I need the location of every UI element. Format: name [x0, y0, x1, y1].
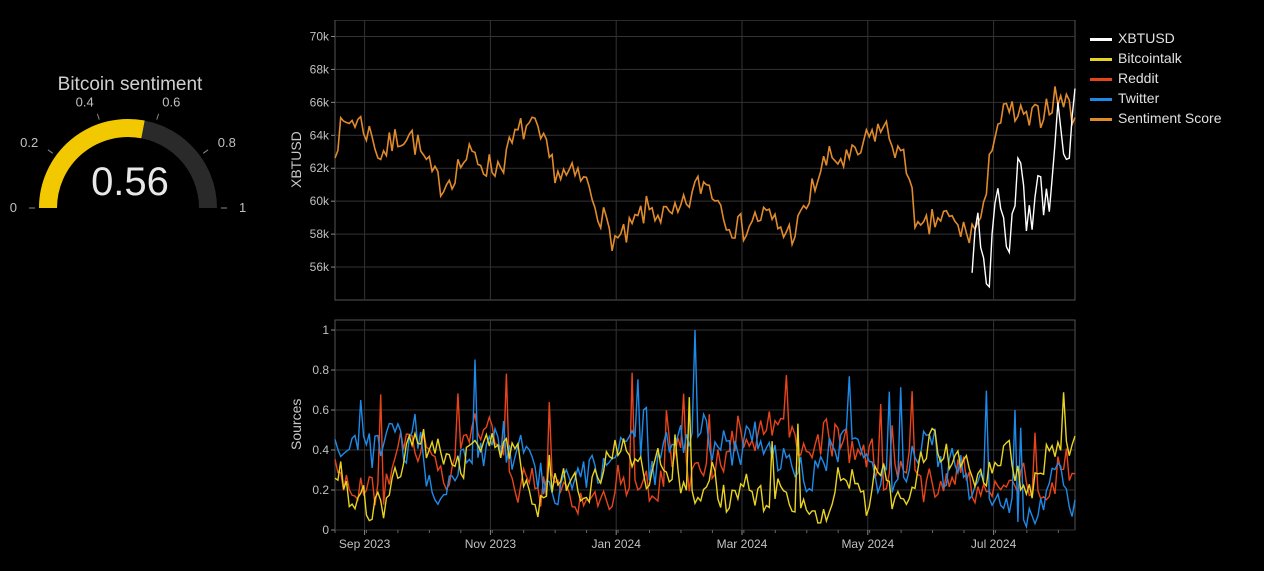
legend-label: Reddit: [1118, 70, 1158, 86]
svg-text:Mar 2024: Mar 2024: [717, 537, 768, 551]
svg-text:0.8: 0.8: [312, 363, 329, 377]
legend-item-xbtusd: XBTUSD: [1090, 30, 1175, 46]
legend-swatch: [1090, 98, 1112, 101]
svg-text:64k: 64k: [310, 128, 330, 142]
svg-text:62k: 62k: [310, 161, 330, 175]
svg-text:68k: 68k: [310, 62, 330, 76]
svg-text:58k: 58k: [310, 227, 330, 241]
svg-text:60k: 60k: [310, 194, 330, 208]
svg-text:Nov 2023: Nov 2023: [465, 537, 517, 551]
legend-label: Bitcointalk: [1118, 50, 1182, 66]
legend-label: Sentiment Score: [1118, 110, 1222, 126]
legend-swatch: [1090, 38, 1112, 41]
svg-text:66k: 66k: [310, 95, 330, 109]
legend-item-reddit: Reddit: [1090, 70, 1158, 86]
svg-text:Jul 2024: Jul 2024: [971, 537, 1017, 551]
legend-swatch: [1090, 58, 1112, 61]
svg-text:0: 0: [322, 523, 329, 537]
svg-text:0.8: 0.8: [218, 135, 236, 150]
svg-text:0.2: 0.2: [20, 135, 38, 150]
legend-swatch: [1090, 118, 1112, 121]
svg-text:70k: 70k: [310, 29, 330, 43]
svg-text:0.4: 0.4: [76, 94, 94, 109]
legend-label: XBTUSD: [1118, 30, 1175, 46]
svg-text:0: 0: [10, 200, 17, 215]
svg-text:1: 1: [239, 200, 246, 215]
sources-chart: 0 0.2 0.4 0.6 0.8 1 Sep 2023 Nov 2023 Jan 2024 Ma…: [300, 315, 1080, 555]
gauge-value: 0.56: [80, 160, 180, 205]
svg-text:Jan 2024: Jan 2024: [592, 537, 642, 551]
svg-text:May 2024: May 2024: [841, 537, 894, 551]
legend-swatch: [1090, 78, 1112, 81]
svg-text:0.2: 0.2: [312, 483, 329, 497]
svg-text:1: 1: [322, 323, 329, 337]
legend-item-bitcointalk: Bitcointalk: [1090, 50, 1182, 66]
svg-text:Sep 2023: Sep 2023: [339, 537, 391, 551]
legend-item-sentiment-score: Sentiment Score: [1090, 110, 1222, 126]
legend-item-twitter: Twitter: [1090, 90, 1159, 106]
legend-label: Twitter: [1118, 90, 1159, 106]
price-sentiment-chart: 56k 58k 60k 62k 64k 66k 68k 70k: [300, 20, 1080, 305]
svg-text:56k: 56k: [310, 260, 330, 274]
svg-text:0.6: 0.6: [162, 94, 180, 109]
svg-text:0.4: 0.4: [312, 443, 329, 457]
svg-text:0.6: 0.6: [312, 403, 329, 417]
